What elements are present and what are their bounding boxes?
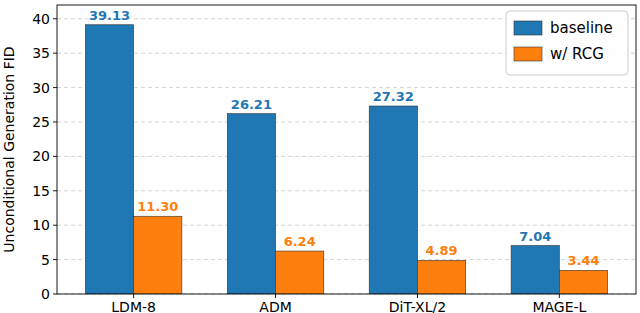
y-tick — [53, 225, 57, 226]
x-tick-label: LDM-8 — [111, 299, 156, 313]
grid-line — [57, 190, 636, 191]
chart: 39.13 26.21 27.32 7.04 11.30 6.24 4.89 3.44 0 5 10… — [0, 0, 640, 313]
x-tick — [417, 294, 418, 298]
bar — [276, 251, 324, 294]
y-tick — [53, 18, 57, 19]
grid-line — [57, 156, 636, 157]
y-tick-label: 0 — [41, 286, 50, 302]
legend-swatch — [514, 47, 542, 61]
data-label: 6.24 — [284, 234, 316, 249]
data-label: 4.89 — [426, 243, 458, 258]
bar — [417, 260, 465, 294]
legend-frame — [506, 11, 628, 75]
y-tick-label: 40 — [32, 11, 50, 27]
legend-swatch — [514, 21, 542, 35]
bar — [227, 114, 275, 294]
data-label: 7.04 — [519, 229, 551, 244]
y-tick — [53, 294, 57, 295]
legend-label: baseline — [550, 19, 613, 37]
legend-label: w/ RCG — [550, 45, 604, 63]
legend: baseline w/ RCG — [506, 11, 628, 75]
x-axis: LDM-8 ADM DiT-XL/2 MAGE-L — [111, 294, 586, 313]
x-tick — [275, 294, 276, 298]
y-tick — [53, 259, 57, 260]
bar — [134, 216, 182, 294]
y-tick — [53, 53, 57, 54]
plot-frame — [57, 5, 636, 294]
y-tick — [53, 87, 57, 88]
grid-line — [57, 87, 636, 88]
y-axis: 0 5 10 15 20 25 30 35 40 — [32, 11, 57, 302]
bar — [511, 246, 559, 294]
bar — [369, 106, 417, 294]
grid-line — [57, 121, 636, 122]
y-tick-label: 20 — [32, 148, 50, 164]
x-tick-label: MAGE-L — [532, 299, 586, 313]
y-axis-label: Unconditional Generation FID — [1, 46, 17, 252]
data-label: 26.21 — [231, 97, 272, 112]
y-tick-label: 35 — [32, 45, 50, 61]
bar — [559, 270, 607, 294]
data-label: 27.32 — [373, 89, 414, 104]
x-tick-label: ADM — [259, 299, 291, 313]
data-label: 39.13 — [89, 8, 130, 23]
x-tick — [133, 294, 134, 298]
y-tick-label: 5 — [41, 252, 50, 268]
x-tick-label: DiT-XL/2 — [389, 299, 446, 313]
data-label: 11.30 — [137, 199, 178, 214]
bar — [85, 25, 133, 294]
y-tick — [53, 121, 57, 122]
y-tick-label: 30 — [32, 80, 50, 96]
data-labels: 39.13 26.21 27.32 7.04 11.30 6.24 4.89 3.44 — [89, 8, 600, 269]
x-tick — [559, 294, 560, 298]
y-tick-label: 10 — [32, 217, 50, 233]
grid — [57, 19, 636, 294]
y-tick-label: 25 — [32, 114, 50, 130]
y-tick-label: 15 — [32, 183, 50, 199]
data-label: 3.44 — [567, 253, 599, 268]
y-tick — [53, 190, 57, 191]
y-tick — [53, 156, 57, 157]
